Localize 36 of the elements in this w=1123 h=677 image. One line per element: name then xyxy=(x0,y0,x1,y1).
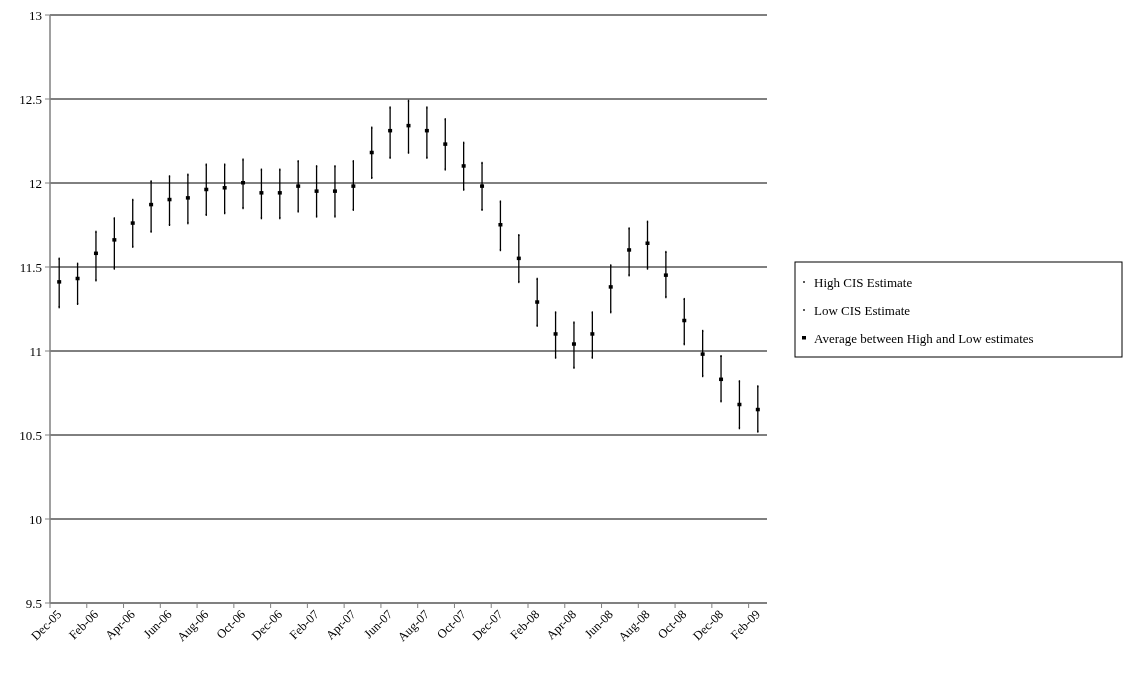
point xyxy=(461,164,466,168)
y-tick-label: 12 xyxy=(29,175,42,191)
point xyxy=(627,248,632,252)
point xyxy=(112,238,117,242)
y-tick-label: 11.5 xyxy=(19,259,42,275)
point xyxy=(608,285,613,289)
point xyxy=(241,181,246,185)
point xyxy=(259,191,264,195)
point xyxy=(480,184,485,188)
legend-label: Average between High and Low estimates xyxy=(814,330,1034,346)
y-tick-label: 12.5 xyxy=(19,91,42,107)
point xyxy=(57,280,62,284)
point xyxy=(700,352,705,356)
point xyxy=(130,221,135,225)
point xyxy=(296,184,301,188)
point xyxy=(185,196,190,200)
point xyxy=(351,184,356,188)
legend-label: High CIS Estimate xyxy=(814,274,913,290)
point xyxy=(332,189,337,193)
point xyxy=(590,332,595,336)
point xyxy=(443,142,448,146)
point xyxy=(535,300,540,304)
y-tick-label: 11 xyxy=(29,343,42,359)
point xyxy=(571,342,576,346)
y-tick-label: 9.5 xyxy=(25,595,42,611)
legend-label: Low CIS Estimate xyxy=(814,302,911,318)
point xyxy=(222,186,227,190)
y-tick-label: 10.5 xyxy=(19,427,42,443)
point xyxy=(498,223,503,227)
point xyxy=(553,332,558,336)
y-tick-label: 13 xyxy=(29,7,42,23)
point xyxy=(663,273,668,277)
point xyxy=(314,189,319,193)
point xyxy=(277,191,282,195)
point xyxy=(645,241,650,245)
y-tick-label: 10 xyxy=(29,511,42,527)
